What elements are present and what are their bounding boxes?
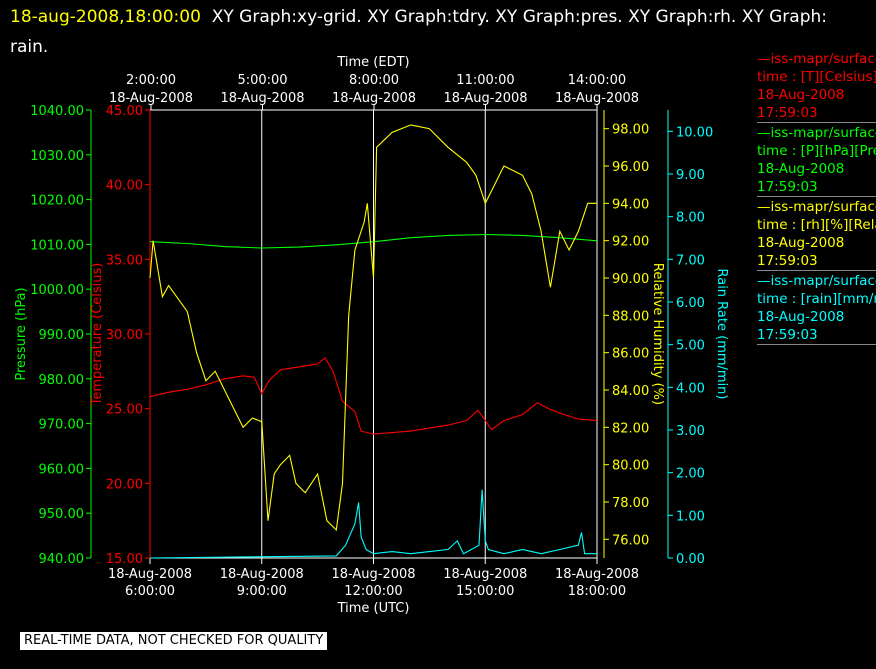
legend-entry: —iss-mapr/surface time : [T][Celsius][T 18… bbox=[757, 50, 876, 123]
y-tick-label: 1.00 bbox=[676, 509, 705, 524]
x-tick-label: 18-Aug-2008 bbox=[443, 567, 527, 582]
y-axis-label-pressure: Pressure (hPa) bbox=[14, 287, 29, 380]
y-tick-label: 0.00 bbox=[676, 552, 705, 567]
quality-banner: REAL-TIME DATA, NOT CHECKED FOR QUALITY bbox=[20, 632, 328, 650]
x-axis-label: Time (UTC) bbox=[337, 601, 410, 616]
y-tick-label: 990.00 bbox=[39, 328, 85, 343]
legend-time: 17:59:03 bbox=[757, 327, 818, 343]
legend-date: 18-Aug-2008 bbox=[757, 161, 845, 177]
legend-line2: time : [rh][%][Relati bbox=[757, 217, 876, 233]
y-tick-label: 8.00 bbox=[676, 211, 705, 226]
y-tick-label: 78.00 bbox=[612, 496, 649, 511]
legend-entry: —iss-mapr/surface time : [rh][%][Relati 18… bbox=[757, 198, 876, 271]
y-axis-label-rain: Rain Rate (mm/min) bbox=[714, 268, 729, 399]
y-tick-label: 96.00 bbox=[612, 160, 649, 175]
x-tick-label: 12:00:00 bbox=[344, 584, 402, 599]
y-tick-label: 76.00 bbox=[612, 533, 649, 548]
y-tick-label: 4.00 bbox=[676, 381, 705, 396]
y-tick-label: 98.00 bbox=[612, 123, 649, 138]
x-tick-label: 18-Aug-2008 bbox=[331, 567, 415, 582]
y-tick-label: 40.00 bbox=[106, 179, 143, 194]
x-top-tick-label: 2:00:00 bbox=[126, 73, 176, 88]
y-tick-label: 1000.00 bbox=[30, 283, 84, 298]
x-top-axis-label: Time (EDT) bbox=[336, 55, 409, 70]
y-tick-label: 1020.00 bbox=[30, 194, 84, 209]
header-graph-list: XY Graph:xy-grid. XY Graph:tdry. XY Grap… bbox=[10, 7, 828, 57]
x-top-tick-label: 18-Aug-2008 bbox=[220, 91, 304, 106]
y-axis-label-rh: Relative Humidity (%) bbox=[650, 263, 665, 405]
x-tick-label: 18:00:00 bbox=[568, 584, 626, 599]
series-line-rh bbox=[149, 124, 597, 532]
x-top-tick-label: 8:00:00 bbox=[349, 73, 399, 88]
y-tick-label: 1030.00 bbox=[30, 149, 84, 164]
x-top-tick-label: 5:00:00 bbox=[237, 73, 287, 88]
y-tick-label: 2.00 bbox=[676, 467, 705, 482]
y-tick-label: 25.00 bbox=[106, 403, 143, 418]
y-tick-label: 940.00 bbox=[39, 552, 85, 567]
legend-entry: —iss-mapr/surface time : [P][hPa][Pres 18-… bbox=[757, 124, 876, 197]
y-tick-label: 82.00 bbox=[612, 421, 649, 436]
y-tick-label: 7.00 bbox=[676, 253, 705, 268]
y-tick-label: 35.00 bbox=[106, 253, 143, 268]
x-top-tick-label: 11:00:00 bbox=[456, 73, 514, 88]
y-tick-label: 20.00 bbox=[106, 477, 143, 492]
legend-line1: —iss-mapr/surface bbox=[757, 51, 876, 67]
x-top-tick-label: 18-Aug-2008 bbox=[443, 91, 527, 106]
legend-date: 18-Aug-2008 bbox=[757, 235, 845, 251]
y-tick-label: 1040.00 bbox=[30, 104, 84, 119]
x-top-tick-label: 18-Aug-2008 bbox=[332, 91, 416, 106]
legend-entry: —iss-mapr/surface time : [rain][mm/min 18-… bbox=[757, 272, 876, 345]
y-axis-label-temperature: Temperature (Celsius) bbox=[90, 263, 105, 407]
legend-time: 17:59:03 bbox=[757, 253, 818, 269]
y-tick-label: 92.00 bbox=[612, 235, 649, 250]
legend-date: 18-Aug-2008 bbox=[757, 87, 845, 103]
x-tick-label: 15:00:00 bbox=[456, 584, 514, 599]
x-tick-label: 18-Aug-2008 bbox=[108, 567, 192, 582]
legend-line2: time : [rain][mm/min bbox=[757, 291, 876, 307]
y-tick-label: 30.00 bbox=[106, 328, 143, 343]
legend-line1: —iss-mapr/surface bbox=[757, 199, 876, 215]
y-tick-label: 980.00 bbox=[39, 373, 85, 388]
y-tick-label: 3.00 bbox=[676, 424, 705, 439]
x-tick-label: 9:00:00 bbox=[237, 584, 287, 599]
y-tick-label: 9.00 bbox=[676, 168, 705, 183]
y-tick-label: 86.00 bbox=[612, 347, 649, 362]
y-tick-label: 90.00 bbox=[612, 272, 649, 287]
legend-line1: —iss-mapr/surface bbox=[757, 273, 876, 289]
y-tick-label: 970.00 bbox=[39, 418, 85, 433]
legend-time: 17:59:03 bbox=[757, 105, 818, 121]
x-tick-label: 18-Aug-2008 bbox=[220, 567, 304, 582]
y-tick-label: 45.00 bbox=[106, 104, 143, 119]
legend: —iss-mapr/surface time : [T][Celsius][T 18… bbox=[757, 50, 876, 346]
legend-time: 17:59:03 bbox=[757, 179, 818, 195]
y-tick-label: 1010.00 bbox=[30, 238, 84, 253]
x-top-tick-label: 18-Aug-2008 bbox=[555, 91, 639, 106]
series-line-temperature bbox=[149, 357, 598, 435]
header-title: 18-aug-2008,18:00:00 XY Graph:xy-grid. X… bbox=[10, 2, 870, 62]
y-tick-label: 5.00 bbox=[676, 339, 705, 354]
legend-line1: —iss-mapr/surface bbox=[757, 125, 876, 141]
x-tick-label: 6:00:00 bbox=[125, 584, 175, 599]
y-tick-label: 80.00 bbox=[612, 459, 649, 474]
header-timestamp: 18-aug-2008,18:00:00 bbox=[10, 7, 201, 27]
legend-date: 18-Aug-2008 bbox=[757, 309, 845, 325]
y-tick-label: 15.00 bbox=[106, 552, 143, 567]
y-tick-label: 84.00 bbox=[612, 384, 649, 399]
y-tick-label: 960.00 bbox=[39, 462, 85, 477]
x-top-tick-label: 18-Aug-2008 bbox=[109, 91, 193, 106]
legend-line2: time : [P][hPa][Pres bbox=[757, 143, 876, 159]
x-tick-label: 18-Aug-2008 bbox=[555, 567, 639, 582]
y-tick-label: 88.00 bbox=[612, 309, 649, 324]
x-top-tick-label: 14:00:00 bbox=[568, 73, 626, 88]
series-line-pressure bbox=[149, 233, 598, 249]
y-tick-label: 10.00 bbox=[676, 125, 713, 140]
y-tick-label: 6.00 bbox=[676, 296, 705, 311]
y-tick-label: 950.00 bbox=[39, 507, 85, 522]
legend-line2: time : [T][Celsius][T bbox=[757, 69, 876, 85]
y-tick-label: 94.00 bbox=[612, 197, 649, 212]
series-line-rain bbox=[149, 489, 597, 559]
